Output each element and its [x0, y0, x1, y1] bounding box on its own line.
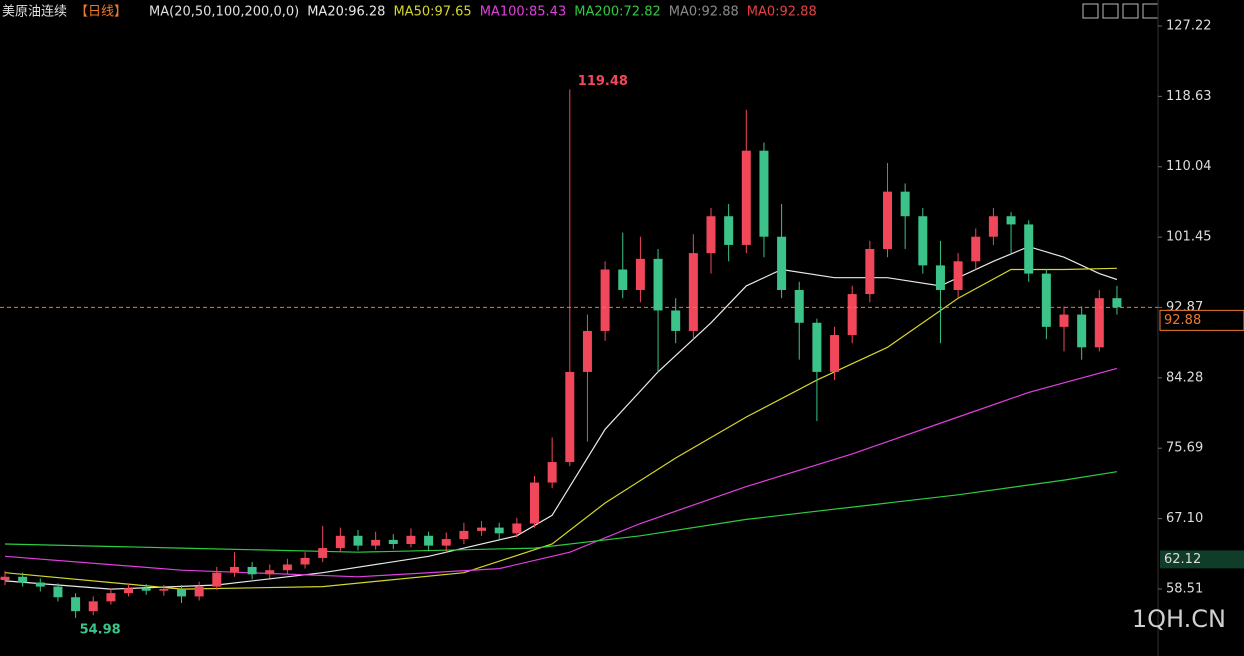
header: 美原油连续 【日线】 MA(20,50,100,200,0,0) MA20:96.28… [2, 4, 817, 20]
candle-body [512, 523, 522, 534]
candle-body [194, 586, 204, 597]
candle-body [971, 236, 981, 262]
candle-body [759, 150, 769, 237]
candle-body [953, 261, 963, 290]
candle-body [1006, 216, 1016, 225]
candle-body [159, 589, 169, 591]
candle-body [547, 462, 557, 483]
candle-body [741, 150, 751, 245]
icon[interactable] [1082, 3, 1099, 19]
candle-body [706, 216, 716, 254]
candle-body [71, 597, 81, 612]
candle-body [600, 269, 610, 331]
y-tick-label: 110.04 [1166, 159, 1212, 174]
candle-body [935, 265, 945, 290]
candle-body [141, 588, 151, 591]
candle-body [335, 535, 345, 549]
candle-body [106, 593, 116, 602]
candle-body [565, 371, 575, 463]
candle-body [900, 191, 910, 217]
header-text: MA0:92.88 [669, 5, 739, 20]
candle-body [724, 216, 734, 245]
candle-body [618, 269, 628, 290]
ma-line [4, 267, 1117, 590]
candle-body [1041, 273, 1051, 327]
last-price-box [1159, 309, 1244, 331]
candle-body [883, 191, 892, 250]
candle-body [653, 258, 663, 311]
candle-body [0, 576, 10, 581]
candle-body [424, 535, 434, 546]
candle-body [124, 588, 134, 594]
candle-body [300, 557, 310, 565]
candle-body [318, 548, 328, 558]
ma-line [4, 471, 1117, 553]
candle-body [830, 335, 840, 372]
icon[interactable] [1102, 3, 1119, 19]
low-annotation: 54.98 [80, 622, 121, 637]
candle-body [406, 535, 416, 544]
candle-body [265, 570, 275, 575]
y-tick-label: 127.22 [1166, 18, 1212, 33]
y-tick-label: 67.10 [1166, 511, 1203, 526]
watermark: 1QH.CN [1132, 605, 1226, 633]
candle-body [1077, 314, 1087, 348]
candle-body [671, 310, 681, 331]
candle-body [388, 539, 398, 544]
candle-body [1024, 224, 1034, 274]
candle-body [212, 572, 222, 587]
candle-body [988, 216, 998, 237]
candle-body [1112, 298, 1122, 308]
candle-body [812, 322, 822, 372]
marker-label: 62.12 [1164, 552, 1201, 567]
header-text: 【日线】 [75, 5, 127, 20]
header-text: 美原油连续 [2, 4, 67, 20]
candle-body [918, 216, 928, 266]
last-price-label: 92.88 [1164, 313, 1201, 328]
candle-body [1094, 298, 1104, 348]
header-text: MA200:72.82 [574, 5, 661, 20]
candle-body [582, 330, 592, 372]
candle-body [530, 482, 539, 524]
ma-line [4, 367, 1118, 578]
header-text: MA0:92.88 [747, 5, 817, 20]
candle-body [35, 582, 45, 587]
candle-body [177, 589, 186, 597]
candle-body [88, 601, 98, 612]
candle-body [635, 258, 645, 290]
candle-body [1059, 314, 1069, 327]
candle-body [847, 294, 857, 336]
candle-body [794, 289, 804, 323]
header-text: MA20:96.28 [307, 5, 385, 20]
candle-body [441, 539, 451, 546]
candle-body [371, 539, 381, 546]
candle-body [282, 564, 292, 571]
y-tick-label: 101.45 [1166, 230, 1212, 245]
header-text: MA100:85.43 [480, 5, 567, 20]
marker-box [1160, 550, 1244, 569]
header-text: MA50:97.65 [393, 5, 471, 20]
candle-body [353, 535, 363, 546]
icon[interactable] [1122, 3, 1139, 19]
candle-body [53, 586, 63, 598]
candle-body [688, 253, 698, 331]
y-tick-label: 118.63 [1166, 89, 1212, 104]
candle-body [18, 576, 28, 583]
y-tick-label: 58.51 [1166, 581, 1203, 596]
y-tick-label: 84.28 [1166, 370, 1203, 385]
candle-body [477, 527, 487, 531]
candle-body [865, 249, 875, 295]
header-text: MA(20,50,100,200,0,0) [149, 5, 299, 20]
candle-body [229, 566, 239, 573]
high-annotation: 119.48 [578, 74, 628, 89]
candle-body [459, 530, 469, 540]
candle-body [494, 527, 504, 534]
candle-body [777, 236, 787, 290]
candle-body [247, 566, 257, 575]
y-tick-label: 75.69 [1166, 441, 1203, 456]
ma-line [4, 245, 1118, 590]
